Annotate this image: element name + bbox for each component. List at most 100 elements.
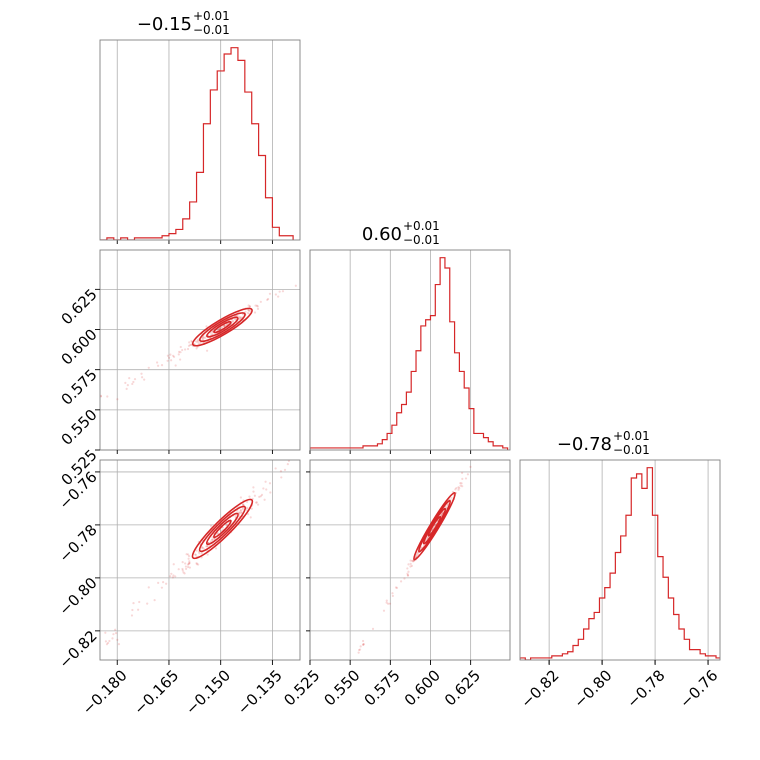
x-tick-label: 0.525 bbox=[280, 666, 323, 709]
contour-level bbox=[205, 512, 239, 546]
x-tick-label: −0.180 bbox=[79, 666, 131, 718]
scatter-point bbox=[274, 293, 277, 296]
scatter-point bbox=[222, 324, 226, 327]
scatter-point bbox=[189, 343, 192, 347]
scatter-point bbox=[231, 320, 234, 323]
scatter-point bbox=[130, 614, 134, 617]
scatter-point bbox=[188, 566, 191, 569]
scatter-point bbox=[238, 512, 241, 515]
scatter-point bbox=[450, 496, 453, 499]
histogram-frame bbox=[99, 39, 301, 241]
scatter-point bbox=[195, 347, 198, 350]
scatter-point bbox=[205, 325, 208, 328]
scatter-point bbox=[104, 640, 108, 643]
scatter-point bbox=[196, 338, 199, 341]
scatter-point bbox=[268, 292, 272, 295]
scatter-point bbox=[362, 643, 365, 646]
scatter-point bbox=[105, 643, 109, 646]
scatter-point bbox=[357, 648, 361, 652]
scatter-point bbox=[286, 463, 289, 466]
scatter-point bbox=[187, 557, 190, 560]
scatter-point bbox=[279, 470, 283, 473]
scatter-point bbox=[171, 576, 174, 579]
scatter-point bbox=[409, 559, 412, 562]
scatter-point bbox=[219, 326, 222, 329]
scatter-point bbox=[198, 552, 201, 555]
scatter-point bbox=[249, 516, 252, 519]
scatter-point bbox=[131, 382, 134, 386]
contour-level bbox=[427, 515, 442, 537]
scatter-point bbox=[185, 553, 188, 556]
contour-level bbox=[191, 307, 253, 347]
scatter-point bbox=[406, 572, 409, 575]
scatter-point bbox=[214, 547, 218, 550]
x-axis-3: −0.82 −0.80 −0.78 −0.76 bbox=[517, 660, 722, 712]
scatter-point bbox=[256, 305, 259, 308]
y-tick-label: −0.80 bbox=[55, 574, 100, 619]
scatter-point bbox=[179, 358, 182, 361]
scatter-point bbox=[406, 574, 410, 577]
scatter-point bbox=[206, 553, 209, 556]
scatter-point bbox=[197, 342, 200, 345]
contour-level bbox=[422, 507, 447, 545]
scatter-point bbox=[362, 643, 365, 646]
scatter-point bbox=[133, 377, 137, 381]
panel-title-plus: +0.01 bbox=[403, 219, 440, 233]
scatter-point bbox=[131, 608, 134, 612]
scatter-point bbox=[497, 417, 499, 419]
scatter-point bbox=[223, 324, 226, 327]
scatter-point bbox=[263, 498, 266, 501]
panel-title-minus: −0.01 bbox=[193, 23, 230, 37]
scatter-point bbox=[206, 545, 209, 548]
scatter-point bbox=[310, 722, 312, 724]
scatter-point bbox=[157, 581, 160, 584]
scatter-point bbox=[202, 336, 205, 339]
scatter-point bbox=[184, 565, 188, 568]
scatter-point bbox=[406, 574, 410, 577]
scatter-point bbox=[205, 545, 208, 548]
scatter-point bbox=[252, 486, 255, 489]
scatter-point bbox=[394, 586, 398, 589]
scatter-point bbox=[255, 501, 258, 504]
scatter-point bbox=[255, 501, 258, 504]
scatter-point bbox=[132, 380, 135, 384]
scatter-point bbox=[106, 395, 109, 398]
scatter-point bbox=[265, 488, 268, 491]
contour-level bbox=[213, 320, 232, 334]
scatter-point bbox=[454, 488, 457, 491]
scatter-point bbox=[156, 364, 160, 367]
histogram-panel-3: −0.78 +0.01−0.01 bbox=[520, 429, 720, 664]
scatter-point bbox=[188, 341, 191, 344]
scatter-point bbox=[457, 486, 460, 489]
x-tick-label: −0.76 bbox=[676, 666, 721, 711]
scatter-point bbox=[162, 580, 165, 584]
scatter-point bbox=[241, 503, 244, 506]
scatter-point bbox=[237, 511, 241, 514]
scatter-point bbox=[255, 304, 259, 307]
scatter-point bbox=[248, 495, 251, 498]
scatter-point bbox=[114, 631, 118, 635]
scatter-point bbox=[179, 351, 182, 354]
scatter-point bbox=[387, 602, 390, 605]
contour-level bbox=[206, 316, 239, 338]
scatter-point bbox=[321, 705, 323, 707]
scatter-point bbox=[486, 442, 488, 444]
scatter-point bbox=[238, 316, 242, 320]
scatter-point bbox=[201, 337, 204, 340]
y-tick-label: −0.82 bbox=[55, 627, 100, 672]
scatter-point bbox=[407, 563, 410, 566]
scatter-point bbox=[292, 453, 294, 455]
scatter-point bbox=[188, 561, 191, 565]
contour-level bbox=[213, 519, 232, 539]
x-tick-label: 0.575 bbox=[361, 666, 404, 709]
scatter-point bbox=[464, 477, 468, 480]
scatter-point bbox=[146, 602, 149, 605]
scatter-point bbox=[320, 713, 322, 715]
scatter-point bbox=[274, 467, 277, 470]
panel-title-value: 0.60 bbox=[362, 224, 402, 245]
y-tick-label: 0.600 bbox=[58, 325, 101, 368]
histogram-frame bbox=[519, 459, 721, 661]
scatter-point bbox=[225, 323, 228, 326]
